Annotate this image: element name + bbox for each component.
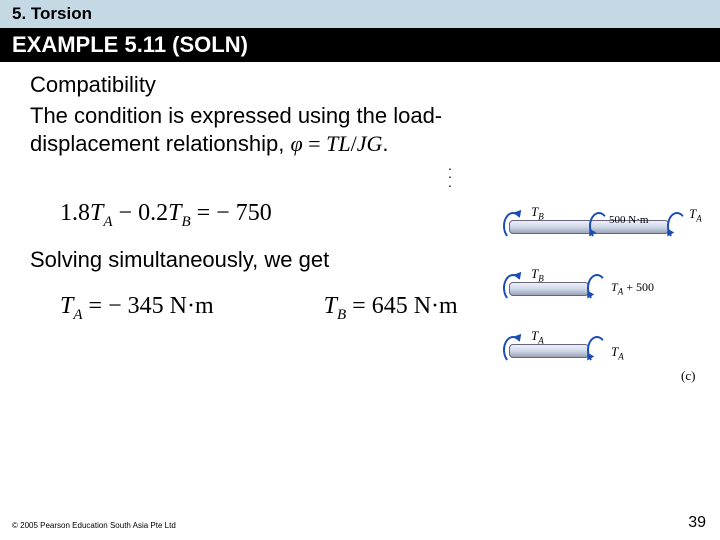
phi-symbol: φ <box>290 131 302 156</box>
eq-sign: = <box>303 131 326 156</box>
label-ta-right: TA <box>689 206 702 224</box>
label-tb2: TB <box>531 266 544 284</box>
chapter-header: 5. Torsion <box>0 0 720 28</box>
body-line-2: displacement relationship, φ = TL/JG. <box>30 130 690 158</box>
example-title-bar: EXAMPLE 5.11 (SOLN) <box>0 28 720 62</box>
section-heading: Compatibility <box>30 72 690 98</box>
rb-sub: B <box>337 307 346 323</box>
coef-1: 1.8 <box>60 200 90 226</box>
page-number: 39 <box>688 514 706 532</box>
body-line-1: The condition is expressed using the loa… <box>30 102 690 130</box>
ra-t: T <box>60 293 73 319</box>
period: . <box>382 131 388 156</box>
neg-sign: − <box>216 200 236 226</box>
rb-t: T <box>324 293 337 319</box>
tb-symbol: T <box>168 200 181 226</box>
copyright-text: © 2005 Pearson Education South Asia Pte … <box>12 521 176 530</box>
label-tb-left: TB <box>531 204 544 222</box>
rb-val: 645 N·m <box>372 293 458 319</box>
ta-symbol: T <box>90 200 103 226</box>
body-text-a: displacement relationship, <box>30 131 290 156</box>
example-title: EXAMPLE 5.11 (SOLN) <box>12 32 248 58</box>
ra-eq: = <box>83 293 109 319</box>
chapter-title: 5. Torsion <box>12 4 92 24</box>
result-tb: TB = 645 N·m <box>324 293 458 324</box>
ra-neg: − <box>108 293 128 319</box>
vertical-dots-icon: ... <box>210 161 690 186</box>
shaft-row-1: TB 500 N·m TA <box>491 200 706 256</box>
sub-b: B <box>181 214 190 230</box>
label-taplus500: TA + 500 <box>611 280 654 296</box>
sub-a: A <box>103 214 112 230</box>
result-ta: TA = − 345 N·m <box>60 293 214 324</box>
tl-text: TL <box>326 131 350 156</box>
shaft-row-2: TB TA + 500 <box>491 262 706 318</box>
ra-val: 345 N·m <box>128 293 214 319</box>
label-ta3-left: TA <box>531 328 544 346</box>
label-ta3-right: TA <box>611 344 624 362</box>
shaft-row-3: TA TA (c) <box>491 324 706 380</box>
coef-2: 0.2 <box>138 200 168 226</box>
label-c: (c) <box>681 368 695 384</box>
minus: − <box>113 200 139 226</box>
torsion-figure: TB 500 N·m TA TB TA + 500 TA TA (c) <box>491 200 706 386</box>
ra-sub: A <box>73 307 82 323</box>
label-500nm: 500 N·m <box>609 214 648 226</box>
rb-eq: = <box>346 293 372 319</box>
rhs-value: 750 <box>236 200 272 226</box>
jg-text: JG <box>357 131 383 156</box>
equals: = <box>191 200 217 226</box>
